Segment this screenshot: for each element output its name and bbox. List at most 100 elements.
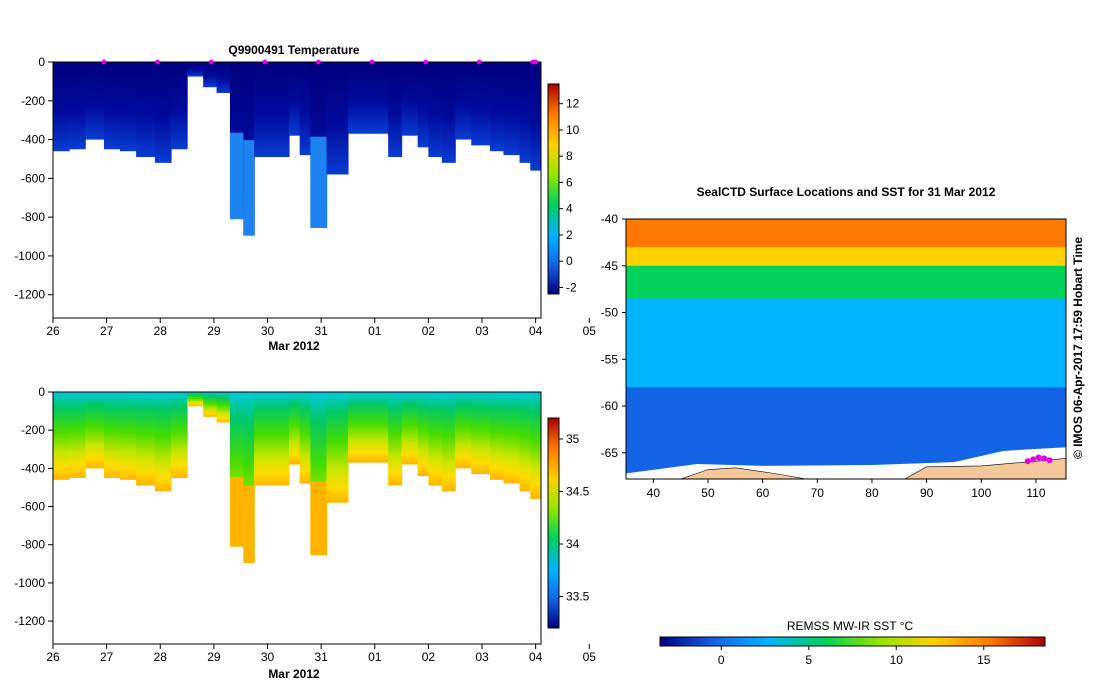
profile-column	[417, 392, 429, 476]
sst-colorbar-label: REMSS MW-IR SST °C	[787, 619, 914, 633]
profile-column	[326, 62, 349, 175]
profile-marker	[476, 59, 482, 65]
profile-column	[490, 62, 505, 152]
profile-marker	[533, 59, 539, 65]
profile-column	[455, 392, 472, 469]
profile-column	[388, 392, 403, 486]
x-tick-label: 04	[529, 650, 543, 664]
salty-deep-layer	[243, 485, 255, 563]
colorbar-tick-label: 8	[566, 149, 573, 163]
profile-marker	[101, 59, 107, 65]
profile-column	[53, 62, 70, 152]
profile-column	[254, 62, 274, 158]
profile-column	[203, 392, 218, 417]
profile-column	[503, 392, 521, 484]
profile-column	[103, 62, 121, 150]
y-tick-label: -1000	[14, 249, 45, 263]
profile-column	[216, 62, 231, 94]
sst-band	[626, 247, 1066, 267]
sst-colorbar-ticks: 0 5 10 15	[718, 646, 991, 667]
y-tick-label: 0	[38, 55, 45, 69]
sst-band	[626, 298, 1066, 337]
y-tick-label: -400	[21, 133, 45, 147]
x-tick-label: 26	[46, 650, 60, 664]
profile-column	[288, 62, 301, 136]
profile-column	[154, 62, 172, 163]
profile-column	[299, 392, 312, 484]
map-frame	[625, 218, 1067, 480]
colorbar-tick-label: 0	[566, 254, 573, 268]
lon-tick-label: 40	[647, 486, 661, 500]
profile-markers	[101, 59, 539, 65]
salinity-colorbar	[547, 417, 560, 629]
x-tick-label: 04	[529, 324, 543, 338]
x-tick-label: 29	[207, 650, 221, 664]
y-tick-label: -800	[21, 538, 45, 552]
lon-tick-label: 70	[811, 486, 825, 500]
sst-colorbar-tick-label: 0	[718, 653, 725, 667]
sst-map	[626, 219, 1066, 479]
x-tick-label: 28	[154, 324, 168, 338]
temperature-title: Q9900491 Temperature	[228, 43, 360, 57]
profile-marker	[316, 59, 321, 65]
sst-colorbar-tick-label: 15	[977, 653, 991, 667]
lat-tick-label: -40	[601, 212, 619, 226]
salinity-plot-frame	[52, 391, 542, 645]
profile-marker	[423, 59, 429, 65]
sst-map-panel: SealCTD Surface Locations and SST for 31…	[601, 185, 1085, 667]
lat-tick-label: -60	[601, 399, 619, 413]
profile-column	[471, 62, 491, 146]
colorbar-tick-label: 4	[566, 202, 573, 216]
profile-column	[136, 62, 156, 158]
x-tick-label: 03	[475, 324, 489, 338]
profile-column	[530, 392, 541, 499]
lat-tick-label: -45	[601, 259, 619, 273]
x-tick-label: 31	[314, 650, 328, 664]
warm-deep-layer	[229, 132, 244, 220]
y-tick-label: -200	[21, 423, 45, 437]
lon-tick-label: 90	[920, 486, 934, 500]
map-latitude-axis: -40 -45 -50 -55 -60 -65	[601, 212, 626, 460]
colorbar-tick-label: 34	[566, 537, 580, 551]
seal-location	[1041, 455, 1048, 462]
warm-deep-layer	[310, 136, 328, 228]
profile-column	[519, 392, 531, 492]
temperature-y-axis: 0 -200 -400 -600 -800 -1000 -1200	[14, 55, 53, 302]
profile-column	[417, 62, 429, 148]
y-tick-label: -600	[21, 171, 45, 185]
profile-column	[272, 62, 290, 158]
sst-colorbar	[659, 636, 1046, 647]
profile-column	[69, 392, 86, 478]
profile-column	[347, 392, 370, 463]
map-longitude-axis: 40 50 60 70 80 90 100 110	[647, 479, 1046, 500]
colorbar-tick-label: 35	[566, 432, 580, 446]
x-tick-label: 02	[422, 650, 436, 664]
x-tick-label: 28	[154, 650, 168, 664]
lat-tick-label: -50	[601, 306, 619, 320]
profile-marker	[262, 59, 268, 65]
temperature-heatmap	[53, 62, 541, 236]
salty-deep-layer	[310, 481, 328, 556]
profile-column	[455, 62, 472, 140]
temperature-colorbar-ticks: 12 10 8 6 4 2 0 -2	[559, 97, 580, 294]
profile-column	[187, 392, 204, 407]
profile-marker	[208, 59, 214, 65]
y-tick-label: -200	[21, 94, 45, 108]
profile-column	[369, 62, 389, 134]
lat-tick-label: -55	[601, 352, 619, 366]
sst-band	[626, 219, 1066, 248]
profile-column	[85, 62, 105, 140]
temperature-x-axis: 26 27 28 29 30 31 01 02 03 04 05	[46, 318, 596, 338]
profile-column	[530, 62, 541, 171]
y-tick-label: -600	[21, 500, 45, 514]
profile-column	[243, 392, 255, 563]
salinity-x-axis: 26 27 28 29 30 31 01 02 03 04 05	[46, 644, 596, 664]
profile-column	[503, 62, 521, 156]
lon-tick-label: 80	[865, 486, 879, 500]
antarctic-land	[680, 467, 807, 479]
profile-column	[369, 392, 389, 463]
y-tick-label: 0	[38, 385, 45, 399]
y-tick-label: -1200	[14, 288, 45, 302]
profile-column	[471, 392, 491, 475]
y-tick-label: -800	[21, 210, 45, 224]
